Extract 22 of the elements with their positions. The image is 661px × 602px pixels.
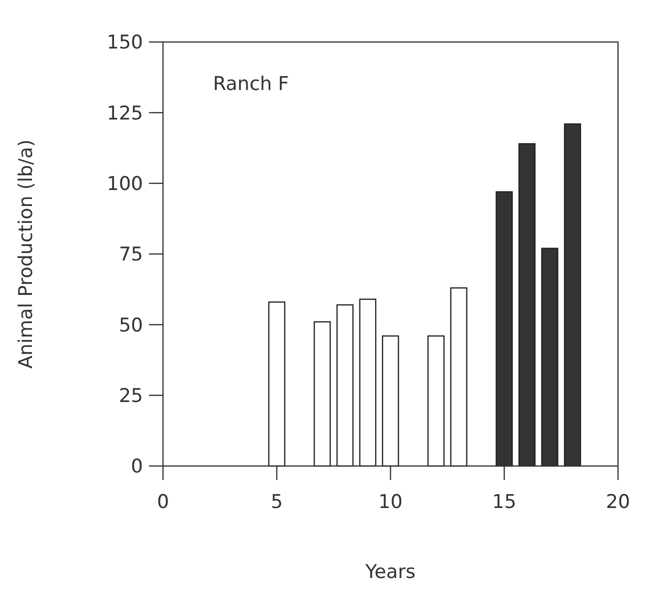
bar (427, 335, 445, 467)
x-tick-label: 20 (606, 491, 630, 513)
bar (450, 287, 468, 467)
y-tick-label: 75 (118, 244, 143, 266)
y-tick-label: 100 (106, 172, 143, 195)
x-axis-title: Years (364, 561, 416, 583)
x-tick-label: 5 (270, 491, 283, 513)
bar (382, 335, 400, 467)
bar (314, 321, 331, 467)
x-tick-label: 10 (378, 491, 403, 513)
y-axis-title: Animal Production (lb/a) (15, 139, 37, 369)
x-tick-label: 15 (492, 491, 516, 513)
y-tick-label: 25 (118, 384, 143, 407)
y-tick-label: 0 (130, 456, 143, 478)
bar (359, 298, 376, 467)
annotation: Ranch F (213, 73, 289, 95)
y-tick-label: 125 (106, 102, 143, 124)
bar (336, 304, 354, 467)
bar (268, 301, 286, 467)
y-tick-label: 150 (106, 32, 143, 54)
x-tick-label: 0 (156, 491, 170, 513)
y-tick-label: 50 (118, 314, 143, 336)
